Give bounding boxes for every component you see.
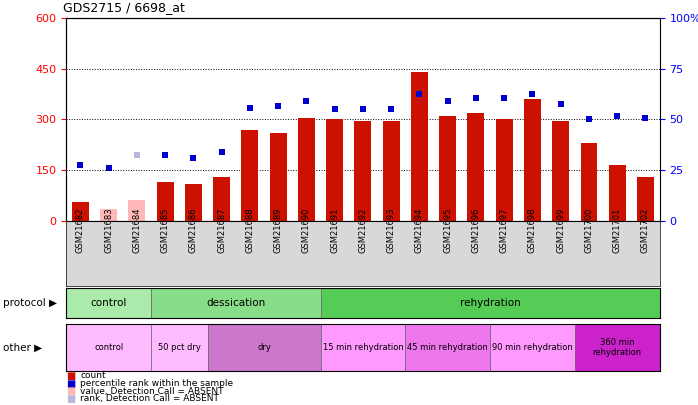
Point [131, 151, 142, 158]
Bar [66, 324, 151, 371]
Text: GSM21696: GSM21696 [471, 208, 480, 253]
Bar [581, 143, 597, 221]
Point [103, 165, 114, 172]
Bar [383, 121, 400, 221]
Text: GSM21693: GSM21693 [387, 208, 396, 253]
Text: ■: ■ [66, 371, 75, 381]
Bar [128, 200, 145, 221]
Text: GSM21685: GSM21685 [161, 208, 170, 253]
Point [301, 98, 312, 104]
Bar [524, 99, 541, 221]
Text: GSM21684: GSM21684 [133, 208, 142, 253]
Text: GSM21683: GSM21683 [104, 207, 113, 253]
Point [357, 106, 369, 113]
Bar [269, 133, 287, 221]
Text: rank, Detection Call = ABSENT: rank, Detection Call = ABSENT [80, 394, 219, 403]
Bar [411, 72, 428, 221]
Bar [406, 324, 490, 371]
Bar [185, 183, 202, 221]
Point [414, 91, 425, 98]
Bar [326, 119, 343, 221]
Bar [66, 288, 151, 318]
Text: control: control [94, 343, 124, 352]
Bar [320, 324, 406, 371]
Text: GSM21689: GSM21689 [274, 208, 283, 253]
Point [498, 94, 510, 101]
Bar [575, 324, 660, 371]
Text: GSM21688: GSM21688 [246, 207, 255, 253]
Bar [609, 165, 625, 221]
Text: 50 pct dry: 50 pct dry [158, 343, 201, 352]
Point [160, 151, 171, 158]
Bar [207, 324, 320, 371]
Text: dessication: dessication [206, 298, 265, 308]
Point [273, 103, 284, 109]
Bar [72, 202, 89, 221]
Text: percentile rank within the sample: percentile rank within the sample [80, 379, 233, 388]
Bar [298, 118, 315, 221]
Text: GSM21699: GSM21699 [556, 208, 565, 253]
Point [329, 106, 341, 113]
Text: GSM21697: GSM21697 [500, 208, 509, 253]
Point [216, 148, 228, 155]
Text: GSM21701: GSM21701 [613, 208, 622, 253]
Point [188, 155, 199, 162]
Point [244, 104, 255, 111]
Bar [151, 324, 207, 371]
Text: GSM21687: GSM21687 [217, 207, 226, 253]
Text: GSM21682: GSM21682 [76, 208, 85, 253]
Text: 90 min rehydration: 90 min rehydration [492, 343, 573, 352]
Text: dry: dry [257, 343, 271, 352]
Text: GDS2715 / 6698_at: GDS2715 / 6698_at [63, 1, 185, 14]
Bar [439, 116, 456, 221]
Point [470, 94, 482, 101]
Bar [468, 113, 484, 221]
Point [527, 91, 538, 98]
Text: other ▶: other ▶ [3, 342, 43, 352]
Text: rehydration: rehydration [460, 298, 521, 308]
Text: protocol ▶: protocol ▶ [3, 298, 57, 308]
Bar [101, 209, 117, 221]
Bar [490, 324, 575, 371]
Text: ■: ■ [66, 379, 75, 388]
Bar [151, 288, 320, 318]
Text: GSM21700: GSM21700 [584, 208, 593, 253]
Text: GSM21694: GSM21694 [415, 208, 424, 253]
Bar [213, 177, 230, 221]
Text: 45 min rehydration: 45 min rehydration [408, 343, 488, 352]
Bar [496, 119, 513, 221]
Point [442, 98, 453, 104]
Bar [552, 121, 569, 221]
Point [75, 162, 86, 168]
Bar [355, 121, 371, 221]
Text: GSM21692: GSM21692 [359, 208, 367, 253]
Text: ■: ■ [66, 386, 75, 396]
Text: GSM21702: GSM21702 [641, 208, 650, 253]
Text: 15 min rehydration: 15 min rehydration [322, 343, 403, 352]
Bar [157, 182, 174, 221]
Bar [637, 177, 654, 221]
Point [584, 116, 595, 123]
Point [555, 101, 566, 108]
Text: ■: ■ [66, 394, 75, 404]
Text: GSM21691: GSM21691 [330, 208, 339, 253]
Text: control: control [91, 298, 127, 308]
Text: value, Detection Call = ABSENT: value, Detection Call = ABSENT [80, 387, 224, 396]
Bar [242, 130, 258, 221]
Text: GSM21695: GSM21695 [443, 208, 452, 253]
Text: GSM21690: GSM21690 [302, 208, 311, 253]
Text: 360 min
rehydration: 360 min rehydration [593, 338, 641, 357]
Text: count: count [80, 371, 106, 380]
Bar [320, 288, 660, 318]
Text: GSM21698: GSM21698 [528, 208, 537, 253]
Point [385, 106, 396, 113]
Point [611, 113, 623, 119]
Text: GSM21686: GSM21686 [189, 207, 198, 253]
Point [640, 115, 651, 121]
